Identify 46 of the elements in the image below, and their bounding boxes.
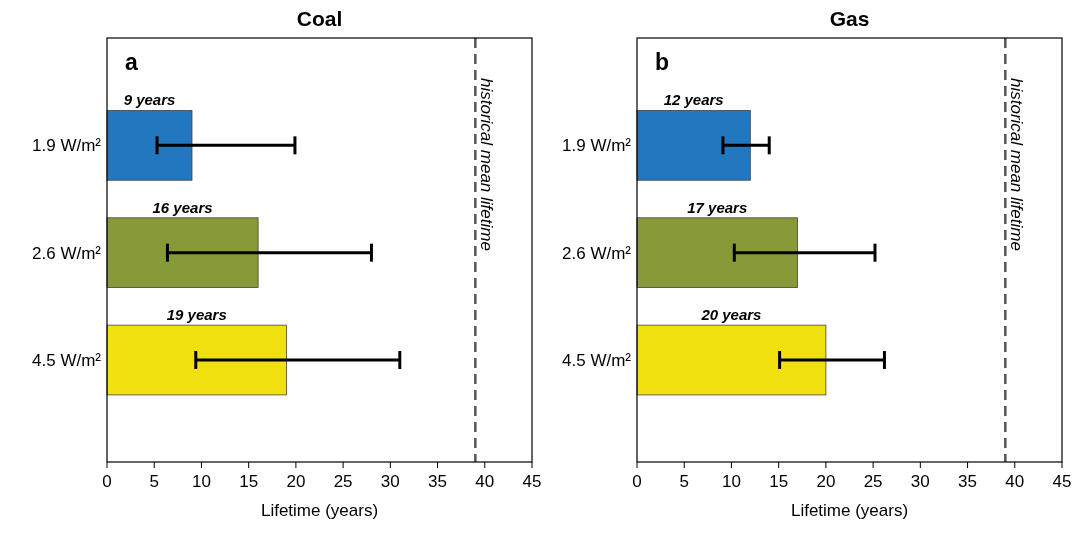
data-label: 17 years [687, 198, 748, 216]
x-axis-title: Lifetime (years) [790, 501, 909, 520]
x-tick-label: 0 [102, 472, 112, 491]
x-tick-label: 20 [816, 472, 836, 491]
y-tick-label: 1.9 W/m² [32, 136, 102, 156]
annotation: a [125, 49, 138, 75]
x-tick-label: 5 [149, 472, 159, 491]
data-label: 12 years [663, 91, 724, 109]
x-tick-label: 20 [286, 472, 306, 491]
annotation: b [655, 49, 670, 75]
data-label: 16 years [152, 198, 213, 216]
bar [636, 217, 798, 288]
y-tick-label: 2.6 W/m² [562, 243, 632, 263]
x-axis-title: Lifetime (years) [260, 501, 379, 520]
x-tick-label: 35 [428, 472, 448, 491]
x-tick-label: 10 [191, 472, 211, 491]
x-tick-label: 15 [769, 472, 789, 491]
x-tick-label: 30 [380, 472, 400, 491]
bar [636, 110, 751, 181]
x-tick-label: 0 [632, 472, 642, 491]
x-tick-label: 25 [333, 472, 353, 491]
x-tick-label: 40 [1005, 472, 1025, 491]
x-tick-label: 45 [522, 472, 542, 491]
data-label: 20 years [700, 306, 762, 324]
y-tick-label: 1.9 W/m² [562, 136, 632, 156]
bar [106, 324, 287, 396]
x-tick-label: 35 [958, 472, 978, 491]
bar [106, 217, 259, 288]
bar [106, 110, 193, 181]
x-tick-label: 15 [239, 472, 259, 491]
x-tick-label: 40 [475, 472, 495, 491]
x-tick-label: 25 [863, 472, 883, 491]
x-tick-label: 30 [910, 472, 930, 491]
x-tick-label: 45 [1052, 472, 1072, 491]
y-tick-label: 4.5 W/m² [562, 351, 632, 371]
chart-title: Gas [829, 7, 870, 30]
x-tick-label: 10 [721, 472, 741, 491]
y-tick-label: 4.5 W/m² [32, 351, 102, 371]
ref-line-label: historical mean lifetime [477, 78, 497, 251]
data-label: 19 years [166, 306, 227, 324]
ref-line-label: historical mean lifetime [1007, 78, 1027, 251]
chart-title: Coal [296, 7, 343, 30]
data-label: 9 years [123, 91, 176, 109]
bar [636, 324, 827, 396]
y-tick-label: 2.6 W/m² [32, 243, 102, 263]
x-tick-label: 5 [679, 472, 689, 491]
